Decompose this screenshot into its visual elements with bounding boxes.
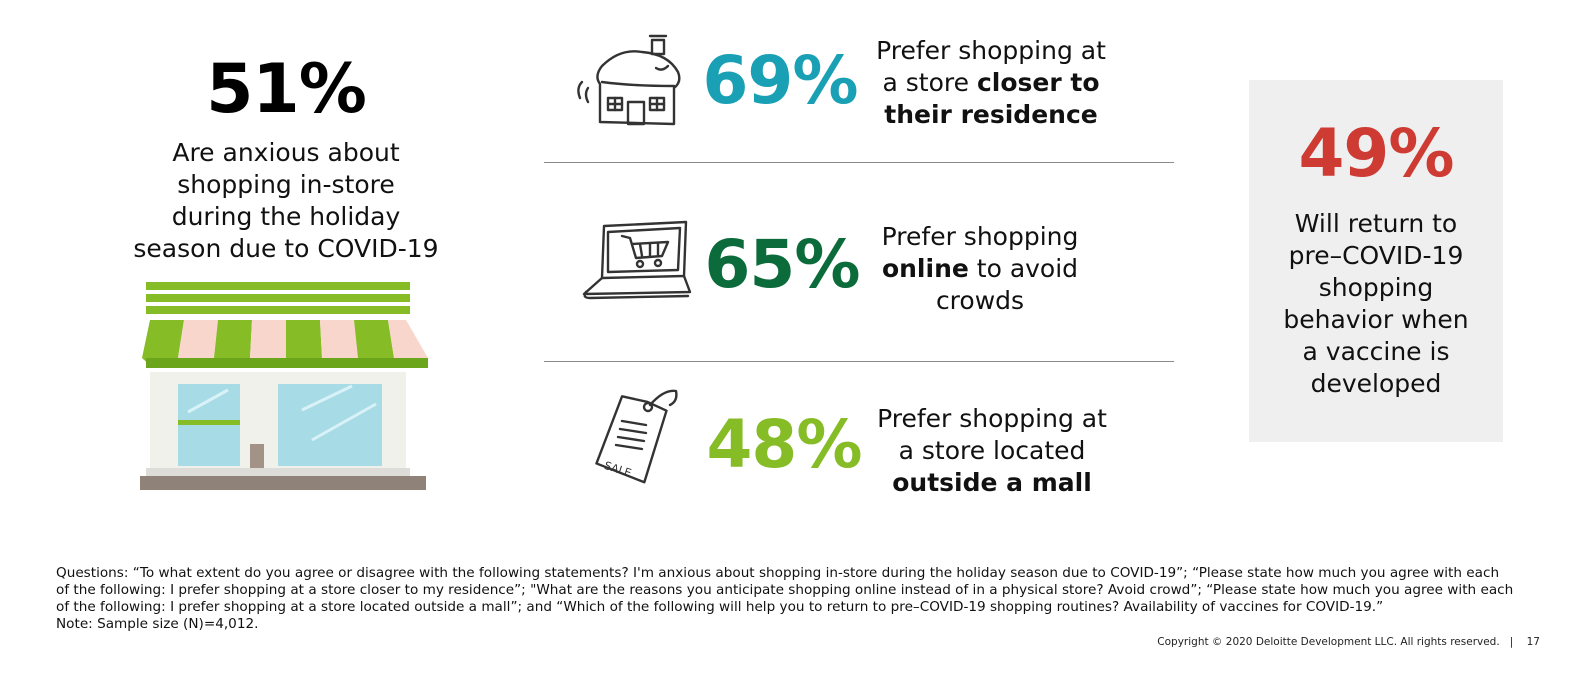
sale-tag-text: SALE <box>603 459 633 480</box>
desc-bold-text: outside a mall <box>892 468 1092 497</box>
panel-line: developed <box>1310 369 1442 398</box>
outside-mall-description: Prefer shopping at a store located outsi… <box>862 403 1122 499</box>
closer-residence-description: Prefer shopping at a store closer to the… <box>861 35 1121 131</box>
desc-text: Prefer shopping <box>881 222 1079 251</box>
row-divider <box>544 361 1174 362</box>
desc-line: outside a mall <box>862 467 1122 499</box>
panel-line: a vaccine is <box>1302 337 1450 366</box>
desc-text: a store <box>882 68 977 97</box>
online-avoid-crowds-description: Prefer shopping online to avoid crowds <box>850 221 1110 317</box>
sale-tag-icon: SALE <box>595 389 678 484</box>
panel-line: Will return to <box>1294 209 1458 238</box>
footnote-questions-line: of the following: I prefer shopping at a… <box>56 599 1384 615</box>
storefront-icon <box>140 282 428 490</box>
desc-line: a store closer to <box>861 67 1121 99</box>
copyright: Copyright © 2020 Deloitte Development LL… <box>1060 636 1540 648</box>
footnote: Questions: “To what extent do you agree … <box>56 565 1536 633</box>
desc-bold-text: online <box>881 254 969 283</box>
desc-bold-text: closer to <box>976 68 1100 97</box>
footnote-questions-line: Questions: “To what extent do you agree … <box>56 565 1500 581</box>
page-number: 17 <box>1526 636 1540 648</box>
panel-line: shopping <box>1318 273 1434 302</box>
desc-line: online to avoid <box>850 253 1110 285</box>
desc-text: crowds <box>935 286 1025 315</box>
desc-text: Prefer shopping at <box>877 404 1107 433</box>
footnote-questions-line: of the following: I prefer shopping at a… <box>56 582 1514 598</box>
desc-bold-text: their residence <box>884 100 1098 129</box>
desc-text: Prefer shopping at <box>876 36 1106 65</box>
vaccine-return-description: Will return to pre–COVID-19 shopping beh… <box>1249 208 1503 400</box>
vaccine-return-panel <box>1249 80 1503 442</box>
footnote-note: Note: Sample size (N)=4,012. <box>56 616 259 632</box>
desc-line: Prefer shopping at <box>861 35 1121 67</box>
desc-line: Prefer shopping <box>850 221 1110 253</box>
row-divider <box>544 162 1174 163</box>
anxious-line: Are anxious about <box>172 138 400 167</box>
desc-text: to avoid <box>968 254 1079 283</box>
laptop-cart-icon <box>582 220 692 300</box>
copyright-text: Copyright © 2020 Deloitte Development LL… <box>1157 636 1500 648</box>
desc-line: Prefer shopping at <box>862 403 1122 435</box>
closer-residence-percent: 69% <box>702 42 859 119</box>
copyright-separator: | <box>1509 636 1514 648</box>
desc-text: a store located <box>898 436 1086 465</box>
panel-line: behavior when <box>1283 305 1469 334</box>
online-avoid-crowds-percent: 65% <box>704 226 861 303</box>
anxious-percent: 51% <box>206 50 367 129</box>
anxious-line: season due to COVID-19 <box>133 234 439 263</box>
desc-line: their residence <box>861 99 1121 131</box>
panel-line: pre–COVID-19 <box>1288 241 1464 270</box>
desc-line: a store located <box>862 435 1122 467</box>
anxious-line: during the holiday <box>171 202 401 231</box>
outside-mall-percent: 48% <box>706 406 863 483</box>
house-icon <box>577 34 681 126</box>
vaccine-return-percent: 49% <box>1298 115 1455 192</box>
anxious-description: Are anxious about shopping in-store duri… <box>126 137 446 265</box>
desc-line: crowds <box>850 285 1110 317</box>
anxious-line: shopping in-store <box>177 170 395 199</box>
